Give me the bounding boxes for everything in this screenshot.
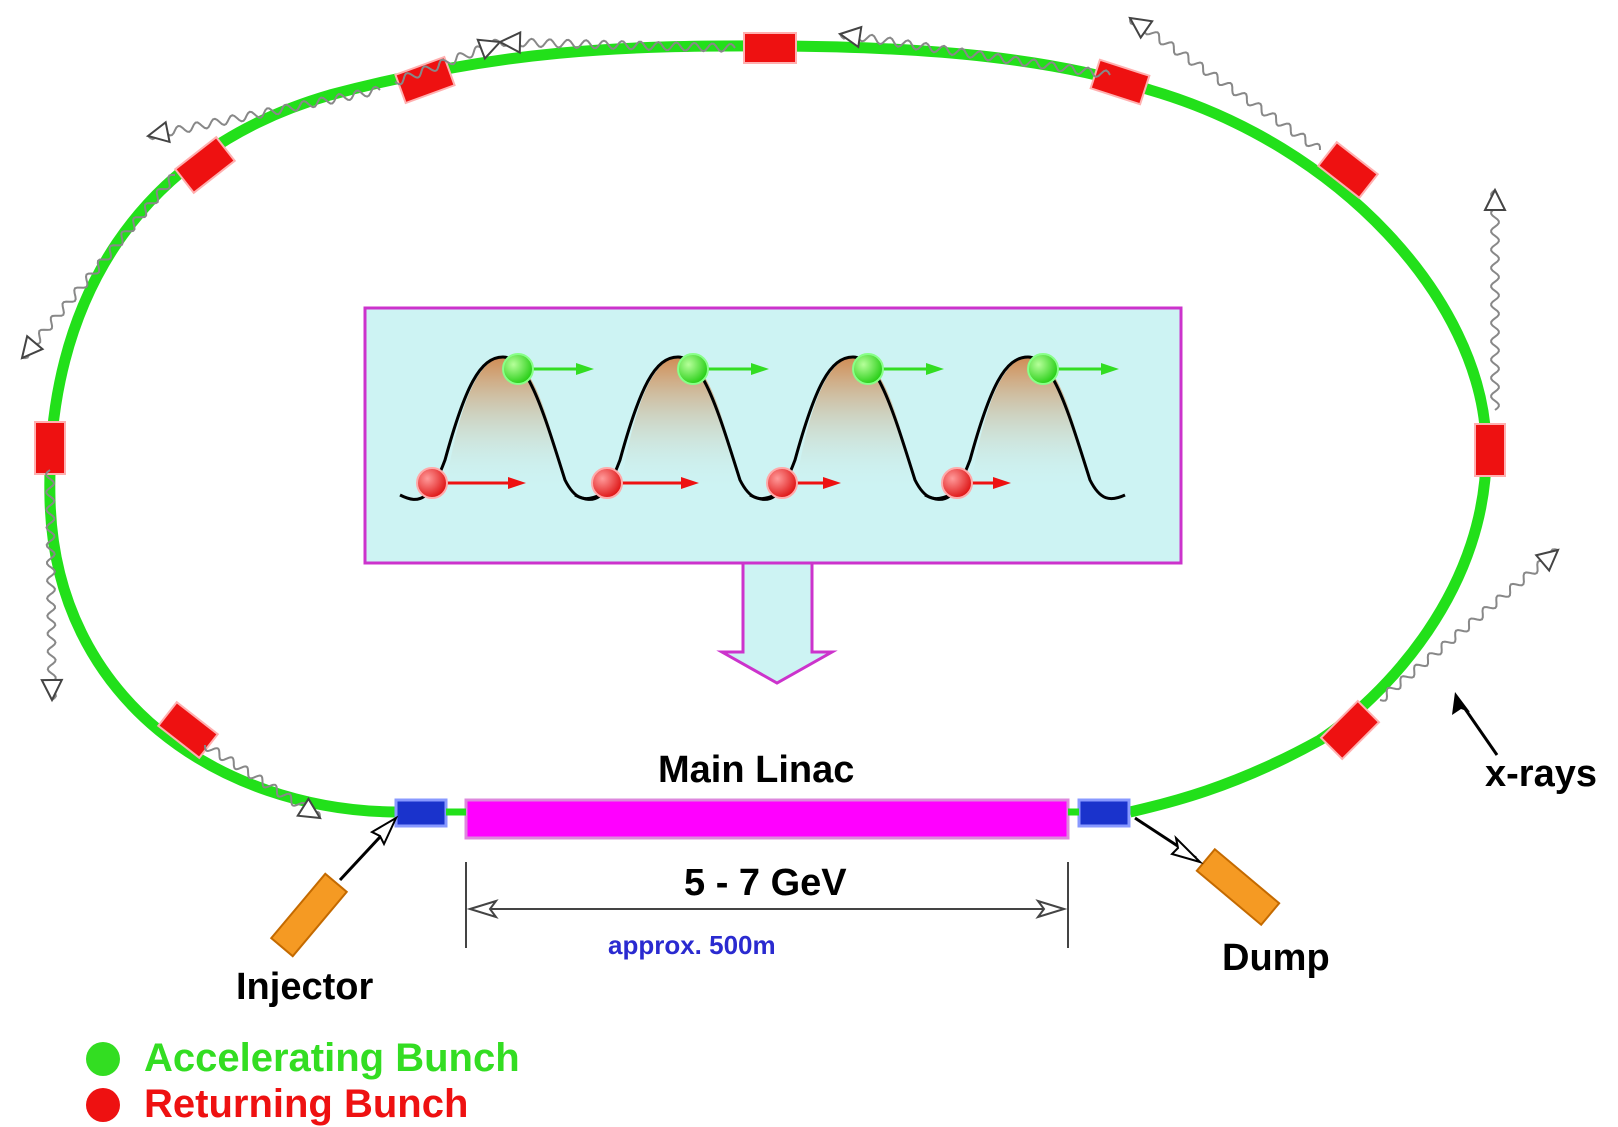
ring-magnet-2 bbox=[1089, 58, 1151, 106]
return-bunch-arrow-3 bbox=[993, 477, 1011, 489]
injector-arrowhead bbox=[369, 815, 399, 847]
return-bunch-0 bbox=[416, 467, 448, 499]
ring-magnet-6 bbox=[1474, 423, 1506, 477]
xray-wave-2 bbox=[839, 30, 1111, 79]
ring-magnet-0 bbox=[394, 55, 456, 105]
xray-arrowhead-3 bbox=[1128, 16, 1154, 40]
accel-bunch-arrow-2 bbox=[926, 363, 944, 375]
xray-wave-5 bbox=[21, 173, 176, 360]
xray-emissions bbox=[20, 16, 1560, 820]
return-bunch-arrow-0 bbox=[508, 477, 526, 489]
linac-length-dimension bbox=[465, 862, 1069, 948]
ring-magnet-3 bbox=[1316, 140, 1380, 200]
rf-phase-shade-3 bbox=[970, 357, 1085, 490]
xray-arrowhead-6 bbox=[40, 678, 64, 703]
ring-magnet-7 bbox=[156, 700, 220, 760]
accel-bunch-2 bbox=[852, 353, 884, 385]
length-label: approx. 500m bbox=[608, 930, 776, 960]
legend-accelerating-text: Accelerating Bunch bbox=[144, 1036, 520, 1080]
return-bunch-arrow-1 bbox=[681, 477, 699, 489]
accel-bunch-arrow-1 bbox=[751, 363, 769, 375]
return-bunch-3 bbox=[941, 467, 973, 499]
legend-accelerating: Accelerating Bunch bbox=[86, 1036, 520, 1081]
injector-label: Injector bbox=[236, 966, 374, 1008]
dump-arrowhead bbox=[1170, 834, 1204, 865]
ring-magnet-4 bbox=[173, 135, 237, 195]
xrays-pointer-line bbox=[1459, 702, 1499, 756]
legend-returning-text: Returning Bunch bbox=[144, 1082, 469, 1126]
returning-dot-icon bbox=[86, 1087, 120, 1122]
injector bbox=[269, 872, 349, 958]
legend-returning: Returning Bunch bbox=[86, 1082, 468, 1127]
xray-wave-1 bbox=[499, 37, 736, 53]
rf-phase-shade-2 bbox=[795, 357, 910, 490]
xray-arrowhead-4 bbox=[145, 120, 171, 144]
accel-bunch-3 bbox=[1027, 353, 1059, 385]
ring-magnet-1 bbox=[743, 32, 797, 64]
xray-arrowhead-1 bbox=[497, 30, 522, 55]
xray-wave-3 bbox=[1129, 17, 1321, 151]
ring-magnet-5 bbox=[34, 421, 66, 475]
xrays-label: x-rays bbox=[1485, 753, 1597, 795]
xray-wave-7 bbox=[1490, 189, 1500, 411]
xray-wave-9 bbox=[204, 744, 321, 819]
xrays-pointer-arrowhead bbox=[1452, 692, 1470, 715]
xray-wave-6 bbox=[45, 469, 57, 701]
accelerating-dot-icon bbox=[86, 1041, 120, 1076]
accel-bunch-0 bbox=[502, 353, 534, 385]
injection-coupler bbox=[394, 798, 448, 828]
xray-arrowhead-8 bbox=[1534, 548, 1560, 573]
energy-label: 5 - 7 GeV bbox=[684, 862, 847, 904]
xray-wave-4 bbox=[147, 85, 381, 141]
main-linac-label: Main Linac bbox=[658, 749, 855, 791]
xray-arrowhead-5 bbox=[20, 334, 45, 360]
down-arrow bbox=[716, 561, 838, 685]
accel-bunch-arrow-0 bbox=[576, 363, 594, 375]
dump-label: Dump bbox=[1222, 937, 1330, 979]
extraction-coupler bbox=[1077, 798, 1131, 828]
ring-magnet-8 bbox=[1319, 699, 1381, 761]
main-linac-bar bbox=[464, 798, 1070, 840]
xray-arrowhead-9 bbox=[296, 796, 322, 820]
xray-arrowhead-7 bbox=[1483, 187, 1507, 211]
rf-phase-shade-1 bbox=[620, 357, 735, 490]
ring-magnets bbox=[34, 32, 1506, 761]
return-bunch-1 bbox=[591, 467, 623, 499]
accel-bunch-1 bbox=[677, 353, 709, 385]
xray-arrowhead-0 bbox=[476, 38, 503, 61]
return-bunch-arrow-2 bbox=[823, 477, 841, 489]
accel-bunch-arrow-3 bbox=[1101, 363, 1119, 375]
xray-arrowhead-2 bbox=[837, 25, 863, 49]
return-bunch-2 bbox=[766, 467, 798, 499]
dump bbox=[1195, 847, 1281, 927]
rf-waves bbox=[399, 353, 1126, 501]
xray-wave-8 bbox=[1379, 548, 1559, 702]
rf-phase-shade-0 bbox=[445, 357, 560, 490]
